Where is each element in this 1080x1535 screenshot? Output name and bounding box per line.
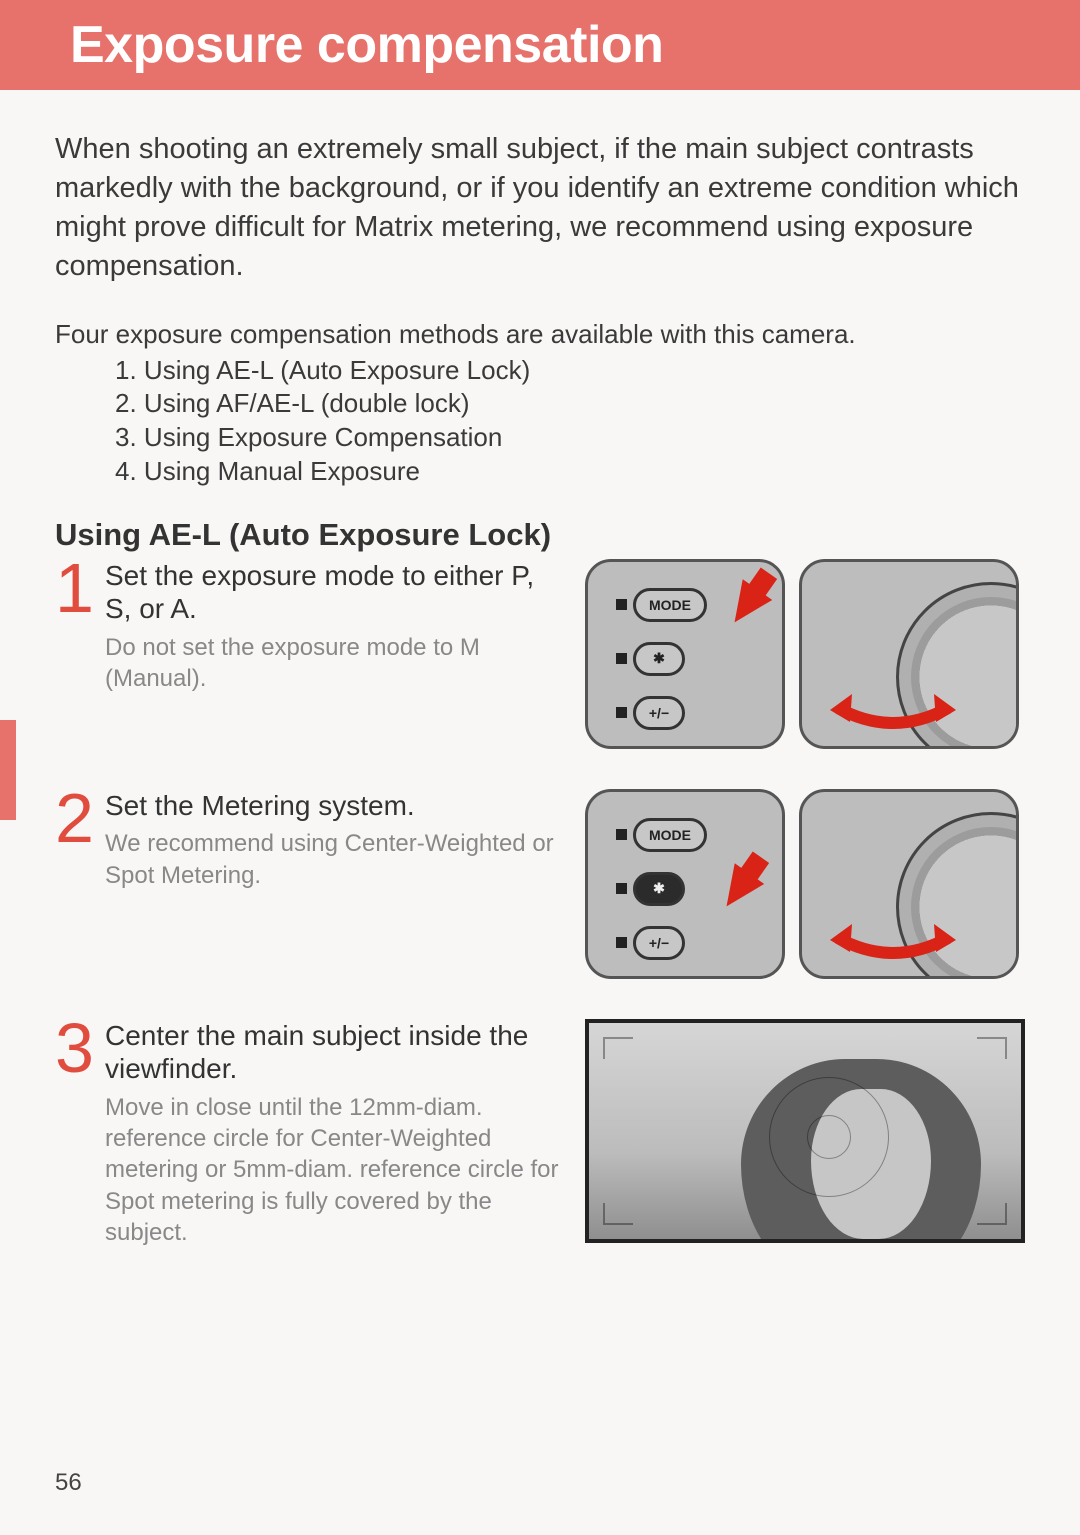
camera-buttons-panel: MODE ✱ +/− (585, 559, 785, 749)
indicator-dot (616, 883, 627, 894)
header-bar: Exposure compensation (0, 0, 1080, 90)
step-number: 1 (55, 559, 97, 749)
step-text-block: 1 Set the exposure mode to either P, S, … (55, 559, 563, 749)
methods-item: Using AE-L (Auto Exposure Lock) (115, 354, 1025, 388)
step-illustration (585, 1019, 1025, 1248)
page-title: Exposure compensation (70, 15, 663, 75)
rotate-arrow-icon (828, 918, 958, 964)
step-heading: Set the exposure mode to either P, S, or… (105, 559, 563, 626)
indicator-dot (616, 599, 627, 610)
mode-button-icon: MODE (633, 818, 707, 852)
step-subtext: We recommend using Center-Weighted or Sp… (105, 828, 563, 890)
intro-paragraph: When shooting an extremely small subject… (55, 130, 1025, 287)
step-illustration: MODE ✱ +/− (585, 559, 1025, 749)
step-2: 2 Set the Metering system. We recommend … (55, 789, 1025, 979)
step-subtext: Do not set the exposure mode to M (Manua… (105, 632, 563, 694)
page-content: When shooting an extremely small subject… (0, 90, 1080, 1248)
camera-dial-panel (799, 559, 1019, 749)
step-number: 3 (55, 1019, 97, 1248)
indicator-dot (616, 707, 627, 718)
camera-dial-panel (799, 789, 1019, 979)
step-3: 3 Center the main subject inside the vie… (55, 1019, 1025, 1248)
methods-item: Using AF/AE-L (double lock) (115, 387, 1025, 421)
section-tab-indicator (0, 720, 16, 820)
reference-circle-5mm (807, 1115, 851, 1159)
viewfinder-frame (585, 1019, 1025, 1243)
step-heading: Center the main subject inside the viewf… (105, 1019, 563, 1086)
methods-intro: Four exposure compensation methods are a… (55, 319, 1025, 350)
metering-button-icon: ✱ (633, 642, 685, 676)
step-text-block: 3 Center the main subject inside the vie… (55, 1019, 563, 1248)
step-illustration: MODE ✱ +/− (585, 789, 1025, 979)
step-heading: Set the Metering system. (105, 789, 563, 823)
step-subtext: Move in close until the 12mm-diam. refer… (105, 1092, 563, 1248)
rotate-arrow-icon (828, 688, 958, 734)
exposure-comp-button-icon: +/− (633, 696, 685, 730)
page-number: 56 (55, 1469, 82, 1497)
indicator-dot (616, 829, 627, 840)
exposure-comp-button-icon: +/− (633, 926, 685, 960)
methods-list: Using AE-L (Auto Exposure Lock) Using AF… (115, 354, 1025, 489)
mode-button-icon: MODE (633, 588, 707, 622)
methods-item: Using Manual Exposure (115, 455, 1025, 489)
indicator-dot (616, 937, 627, 948)
camera-buttons-panel: MODE ✱ +/− (585, 789, 785, 979)
methods-item: Using Exposure Compensation (115, 421, 1025, 455)
red-arrow-icon (712, 863, 764, 916)
section-heading: Using AE-L (Auto Exposure Lock) (55, 517, 1025, 553)
step-number: 2 (55, 789, 97, 979)
indicator-dot (616, 653, 627, 664)
red-arrow-icon (720, 579, 772, 632)
step-text-block: 2 Set the Metering system. We recommend … (55, 789, 563, 979)
metering-button-icon: ✱ (633, 872, 685, 906)
step-1: 1 Set the exposure mode to either P, S, … (55, 559, 1025, 749)
